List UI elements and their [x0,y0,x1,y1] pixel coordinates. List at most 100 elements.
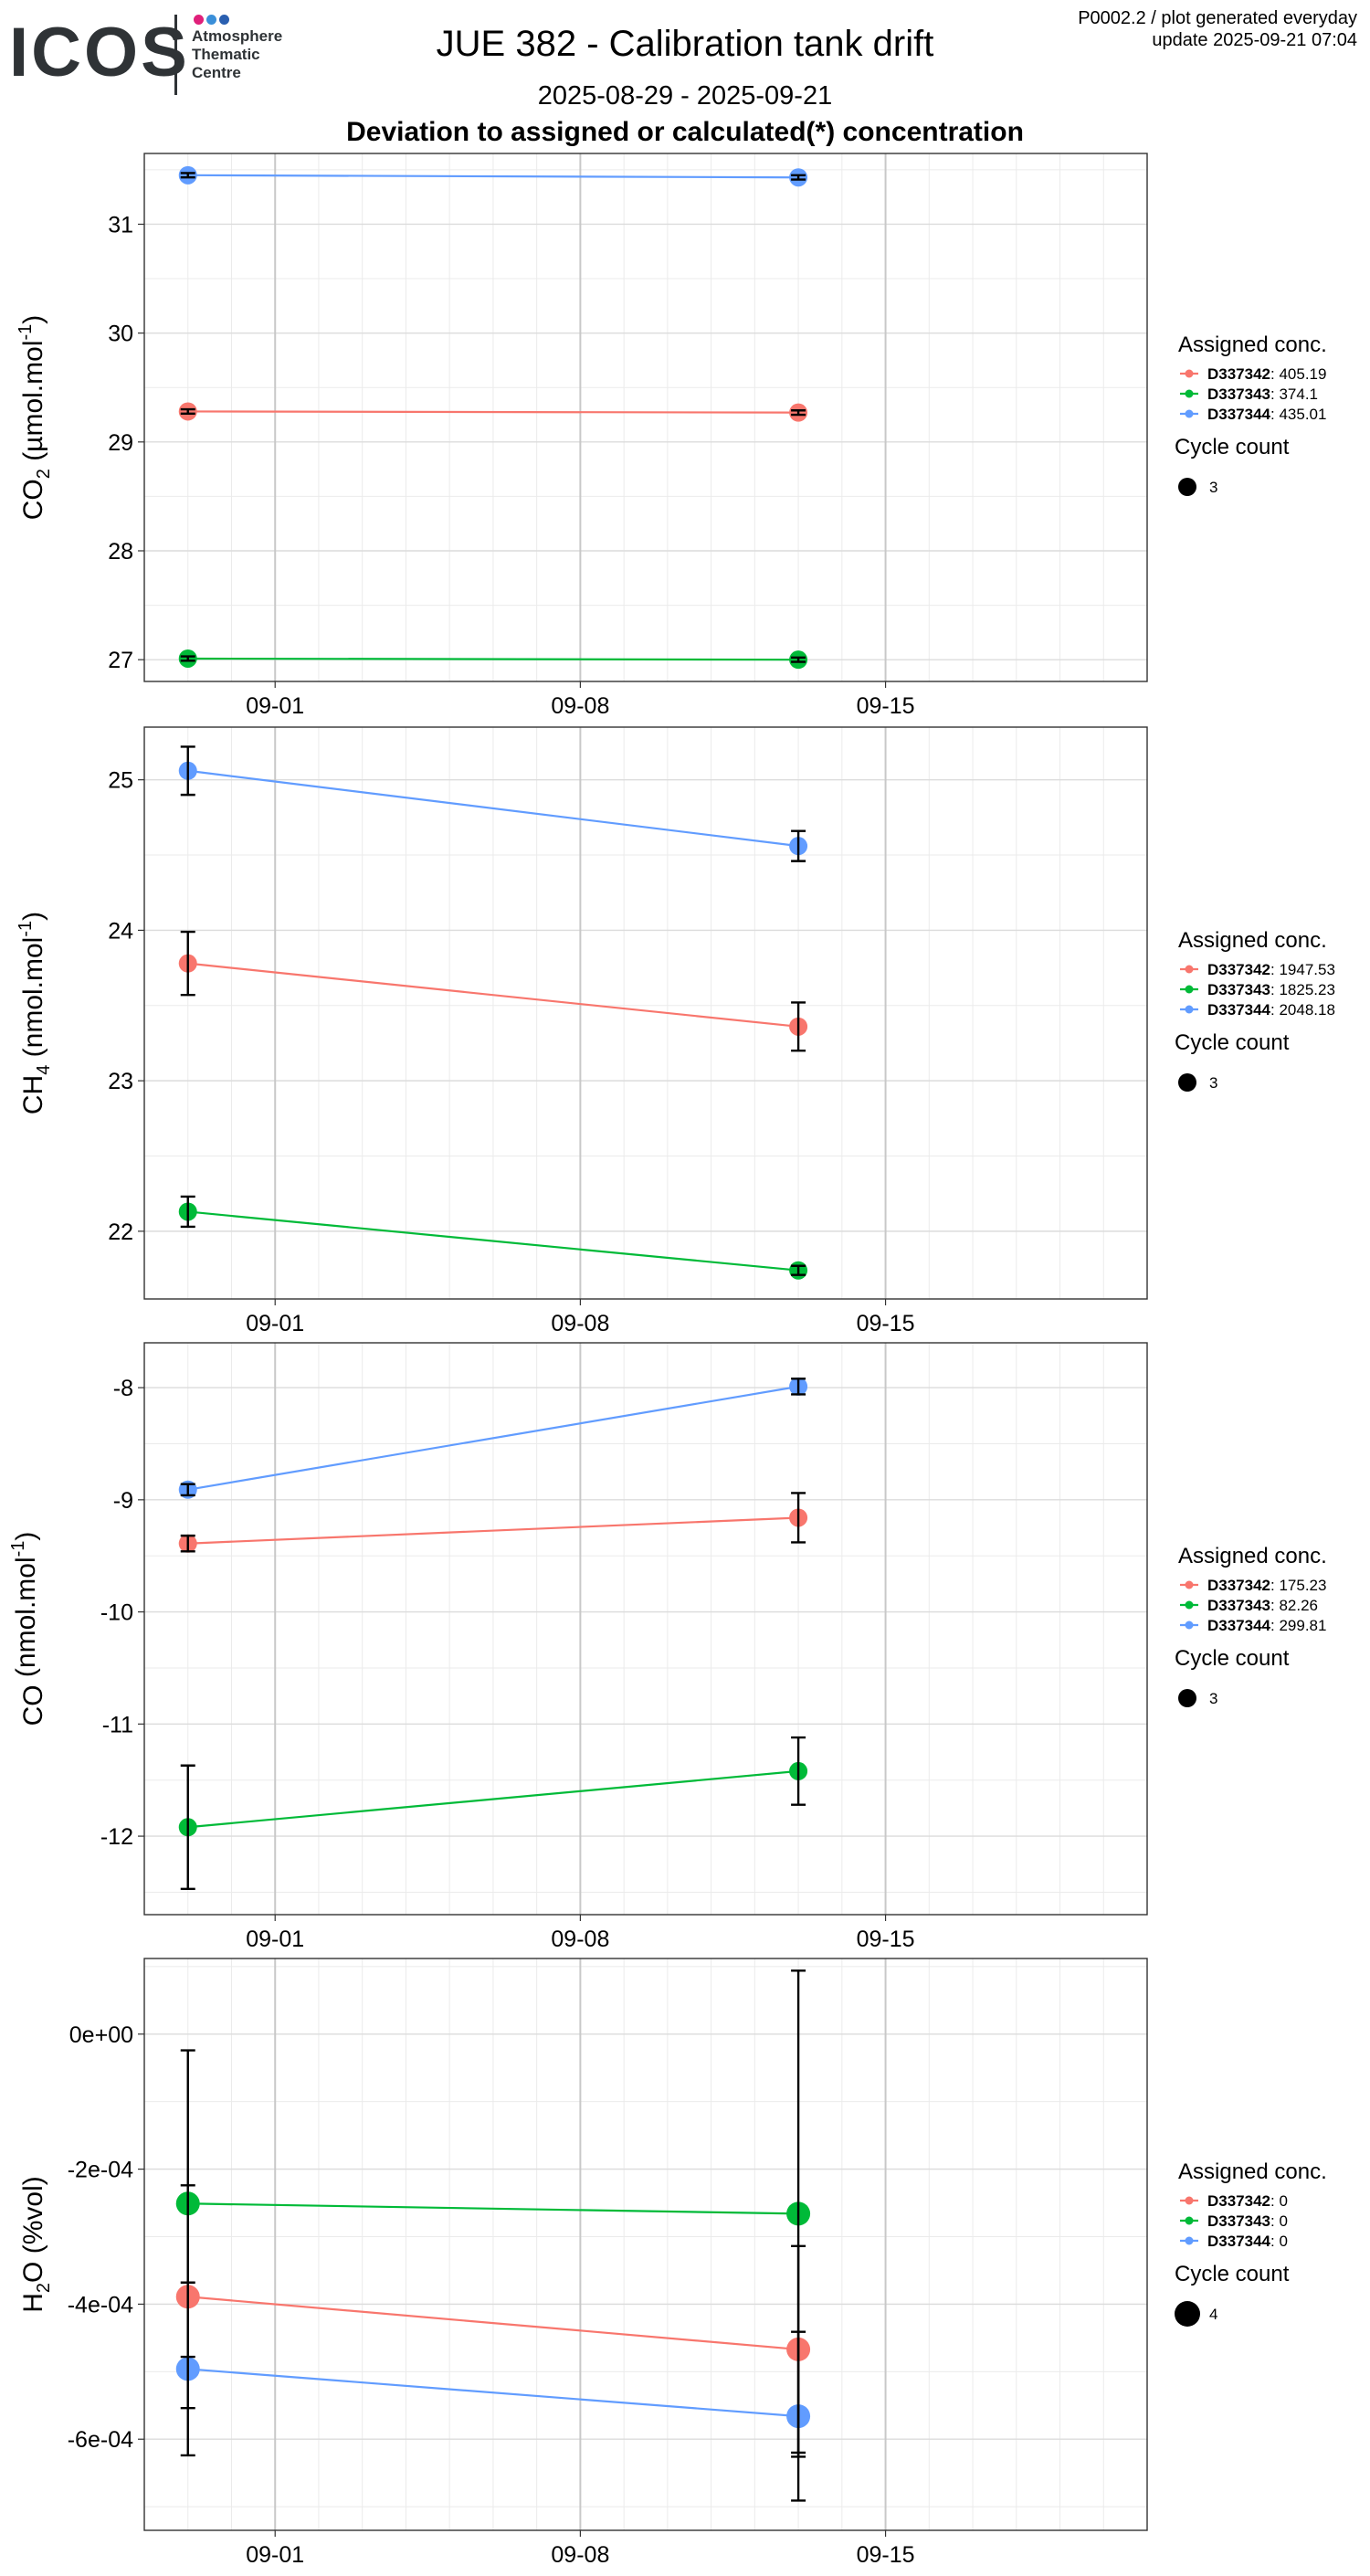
size-legend-value: 3 [1209,1690,1217,1707]
legend-entry-name: D337343 [1207,385,1270,403]
legend-key-point [1185,2216,1194,2225]
series-line-D337343 [187,1210,799,1272]
plot-meta: P0002.2 / plot generated everyday update… [1078,7,1357,51]
series-line-D337342 [187,962,799,1028]
chart-subtitle: Deviation to assigned or calculated(*) c… [346,117,1024,147]
y-tick-label: 24 [108,918,133,944]
y-axis-label-part: -1 [16,921,36,937]
y-axis-label-part: ) [11,1532,41,1541]
chart-panel-4: -6e-04 -4e-04 -2e-04 0e+00 09-01 09-08 09-15 H2… [18,1958,1327,2568]
series-line-D337344 [187,174,799,179]
y-axis-label-part: (nmol.mol [11,1557,41,1684]
y-axis-label-part: CO [18,1684,48,1726]
y-axis-label: H2O (%vol) [18,2176,54,2312]
legend-key-point [1185,1005,1194,1014]
x-tick-label: 09-15 [857,1927,915,1952]
legend-title: Assigned conc. [1178,2159,1327,2184]
logo-dot-pink [194,15,204,25]
size-legend-key [1175,2301,1200,2327]
legend-entry: D337344: 435.01 [1207,406,1326,423]
error-bar-D337343 [791,1264,806,1276]
y-axis-label-part: 4 [34,1065,54,1075]
size-legend-key [1178,1073,1196,1092]
plot-update-line: update 2025-09-21 07:04 [1152,30,1357,50]
chart-panel-2: 22 23 24 25 09-01 09-08 09-15 CH4 (nmol.mol-1) A… [16,726,1335,1336]
x-tick-label: 09-01 [246,693,304,719]
size-legend-title: Cycle count [1175,1030,1290,1055]
error-bar-D337343 [180,655,195,662]
legend-entry: D337343: 374.1 [1207,385,1318,403]
legend-key-point [1185,2196,1194,2205]
icos-logo: ICOS [9,14,190,91]
legend-entry-value: : 175.23 [1270,1577,1326,1594]
logo-sub-line: Thematic [192,46,260,63]
legend-key-point [1185,369,1194,378]
logo-sub-line: Centre [192,64,241,81]
error-bar-D337343 [180,1195,195,1229]
date-range: 2025-08-29 - 2025-09-21 [537,81,833,111]
series-line-D337342 [187,2296,799,2351]
legend-entry-name: D337344 [1207,1617,1271,1634]
y-axis-label-part: CO [18,479,48,520]
legend-entry-value: : 0 [1270,2233,1288,2250]
x-tick-label: 09-08 [551,2542,609,2568]
x-tick-label: 09-15 [857,693,915,719]
series-line-D337342 [187,410,799,414]
series-line-D337343 [187,1769,799,1829]
legend-key-point [1185,1580,1194,1589]
legend-entry-name: D337343 [1207,981,1270,998]
error-bar-D337342 [791,409,806,417]
logo-dot-blue [206,15,216,25]
y-tick-label: 30 [108,322,133,347]
legend-key-point [1185,965,1194,974]
error-bar-D337344 [791,2330,806,2502]
y-axis-label-part: (nmol.mol [18,937,48,1065]
legend-entry-value: : 0 [1270,2212,1288,2230]
legend-entry-name: D337344 [1207,406,1271,423]
y-axis-label: CO2 (µmol.mol-1) [16,315,54,521]
legend-entry-value: : 82.26 [1270,1597,1318,1614]
legend-entry-value: : 405.19 [1270,365,1326,383]
logo-sub-line: Atmosphere [192,27,283,45]
size-legend-value: 3 [1209,1074,1217,1092]
plot-meta-line: P0002.2 / plot generated everyday [1078,8,1357,28]
y-tick-label: 28 [108,539,133,565]
x-tick-label: 09-01 [246,1927,304,1952]
legend-entry-name: D337344 [1207,1001,1271,1019]
legend-entry-value: : 2048.18 [1270,1001,1335,1019]
legend-entry: D337343: 0 [1207,2212,1288,2230]
y-tick-label: 25 [108,768,133,794]
y-tick-label: -4e-04 [68,2292,133,2317]
y-tick-label: 22 [108,1219,133,1245]
size-legend-key [1178,478,1196,496]
error-bar-D337344 [180,2281,195,2457]
x-tick-label: 09-15 [857,1311,915,1336]
legend-key-point [1185,409,1194,418]
legend-entry-value: : 374.1 [1270,385,1318,403]
size-legend-title: Cycle count [1175,2262,1290,2286]
y-tick-label: -8 [113,1376,133,1401]
size-legend-title: Cycle count [1175,435,1290,459]
y-axis-label-part: 2 [34,2283,54,2293]
chart-panel-3: -12 -11 -10 -9 -8 09-01 09-08 09-15 CO (nmol.mol… [8,1342,1327,1952]
panel-border [143,726,1148,1300]
error-bar-D337342 [180,407,195,416]
legend-entry: D337344: 2048.18 [1207,1001,1335,1019]
series-line-D337344 [187,2368,799,2418]
legend-entry: D337342: 1947.53 [1207,961,1335,978]
y-tick-label: -11 [102,1712,133,1737]
legend-entry: D337344: 0 [1207,2233,1288,2250]
chart-title: JUE 382 - Calibration tank drift [436,24,934,64]
x-tick-label: 09-08 [551,1927,609,1952]
error-bar-D337342 [791,1001,806,1052]
y-tick-label: -2e-04 [68,2158,133,2183]
y-axis-label-part: O (%vol) [18,2176,48,2283]
size-legend-value: 4 [1209,2306,1217,2323]
legend-entry-value: : 1947.53 [1270,961,1335,978]
error-bar-D337343 [180,1764,195,1890]
x-tick-label: 09-01 [246,1311,304,1336]
